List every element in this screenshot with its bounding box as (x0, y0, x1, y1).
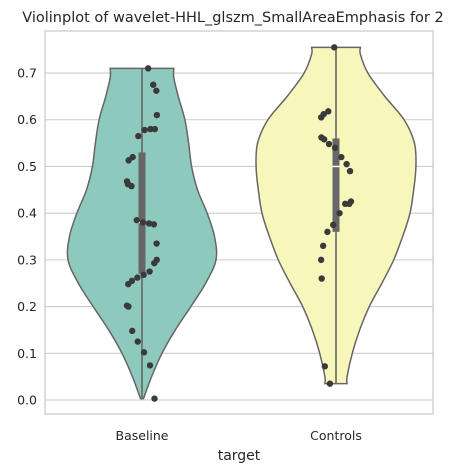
data-point (338, 153, 345, 161)
data-point (317, 256, 325, 264)
y-tick-labels: 0.0 0.1 0.2 0.3 0.4 0.5 0.6 0.7 (17, 66, 37, 408)
data-point (128, 182, 135, 190)
data-point (145, 220, 153, 227)
data-point (139, 219, 147, 226)
data-point (324, 228, 331, 236)
data-point (151, 259, 158, 267)
data-point (321, 363, 329, 370)
y-tick-label: 0.4 (17, 206, 37, 221)
data-point (141, 126, 148, 134)
data-point (146, 362, 154, 369)
data-point (135, 132, 142, 140)
data-point (150, 221, 158, 228)
data-point (153, 111, 161, 119)
data-point (342, 200, 349, 208)
data-point (129, 327, 136, 335)
data-point (319, 242, 327, 250)
data-point (325, 108, 332, 115)
data-point (330, 221, 337, 229)
data-point (336, 209, 343, 217)
data-point (150, 81, 157, 88)
data-point (153, 87, 160, 94)
data-point (133, 216, 140, 224)
x-tick-labels: Baseline Controls (116, 428, 362, 443)
data-point (318, 114, 325, 121)
data-points (123, 44, 355, 402)
plot-frame (44, 30, 434, 415)
iqr-box (138, 152, 146, 274)
data-point (140, 349, 148, 356)
data-point (134, 338, 141, 345)
data-point (125, 157, 132, 164)
data-point (325, 140, 333, 148)
data-point (343, 160, 350, 168)
data-point (320, 136, 328, 143)
x-tick-label: Controls (310, 428, 362, 443)
data-point (331, 44, 338, 51)
data-point (147, 125, 154, 133)
data-point (346, 167, 354, 175)
x-axis-label: target (218, 448, 261, 464)
data-point (326, 380, 334, 387)
violins (66, 46, 417, 400)
data-point (331, 144, 339, 151)
data-point (153, 240, 160, 247)
data-point (125, 280, 132, 288)
data-point (318, 275, 325, 282)
data-point (144, 65, 152, 72)
data-point (140, 271, 147, 279)
y-tick-label: 0.5 (17, 159, 37, 174)
data-point (151, 395, 158, 402)
chart-title: Violinplot of wavelet-HHL_glszm_SmallAre… (22, 10, 443, 26)
y-tick-label: 0.6 (17, 112, 37, 127)
x-tick-label: Baseline (116, 428, 169, 443)
data-point (134, 274, 141, 281)
iqr-box (332, 138, 340, 232)
y-tick-label: 0.3 (17, 252, 37, 267)
y-tick-label: 0.1 (17, 346, 37, 361)
y-tick-label: 0.2 (17, 299, 37, 314)
y-tick-label: 0.7 (17, 66, 37, 81)
data-point (125, 303, 132, 310)
y-tick-label: 0.0 (17, 392, 37, 407)
data-point (146, 268, 153, 275)
